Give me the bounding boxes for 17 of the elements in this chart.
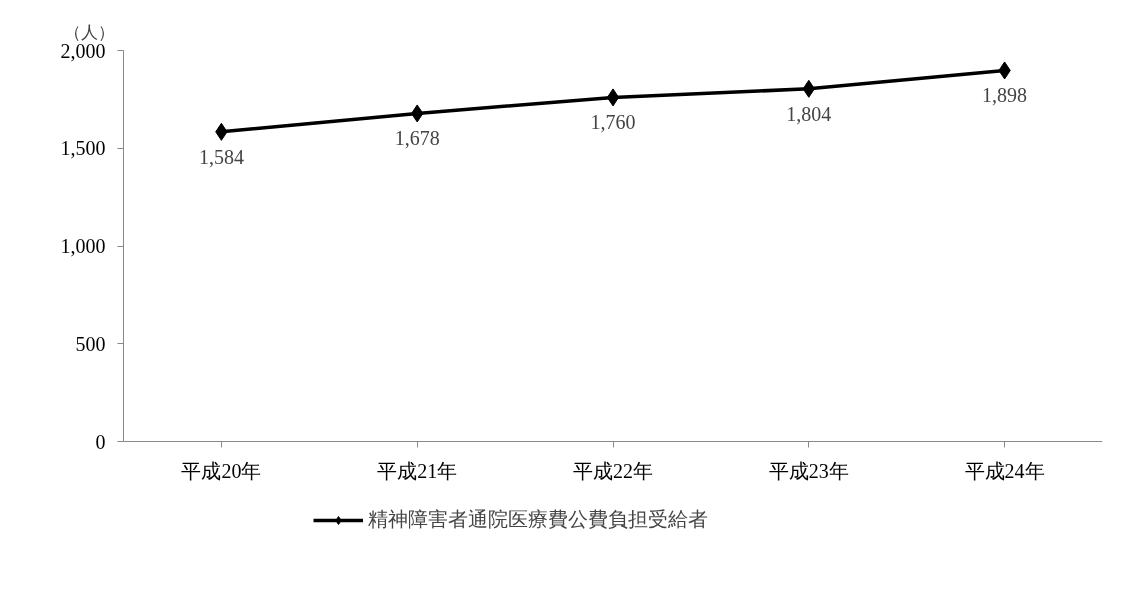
x-tick-label: 平成20年 <box>181 459 262 482</box>
y-tick-label: 0 <box>95 430 106 453</box>
x-tick-label: 平成24年 <box>964 459 1045 482</box>
text: 1,760 <box>590 111 636 134</box>
x-tick-label: 平成23年 <box>768 459 849 482</box>
y-tick-label: 1,000 <box>60 235 106 257</box>
legend-label: 精神障害者通院医療費公費負担受給者 <box>368 507 708 532</box>
x-tick-label: 平成22年 <box>573 459 653 482</box>
x-tick-label: 平成21年 <box>377 459 458 482</box>
point <box>606 88 620 107</box>
text: 1,804 <box>786 102 832 125</box>
text: 1,898 <box>982 84 1028 107</box>
text: 1,678 <box>394 127 440 150</box>
y-tick-label: 1,500 <box>60 137 106 160</box>
y-tick-label: 500 <box>75 332 106 355</box>
y-axis-title: （人） <box>63 22 115 42</box>
text: 1,584 <box>198 145 244 168</box>
